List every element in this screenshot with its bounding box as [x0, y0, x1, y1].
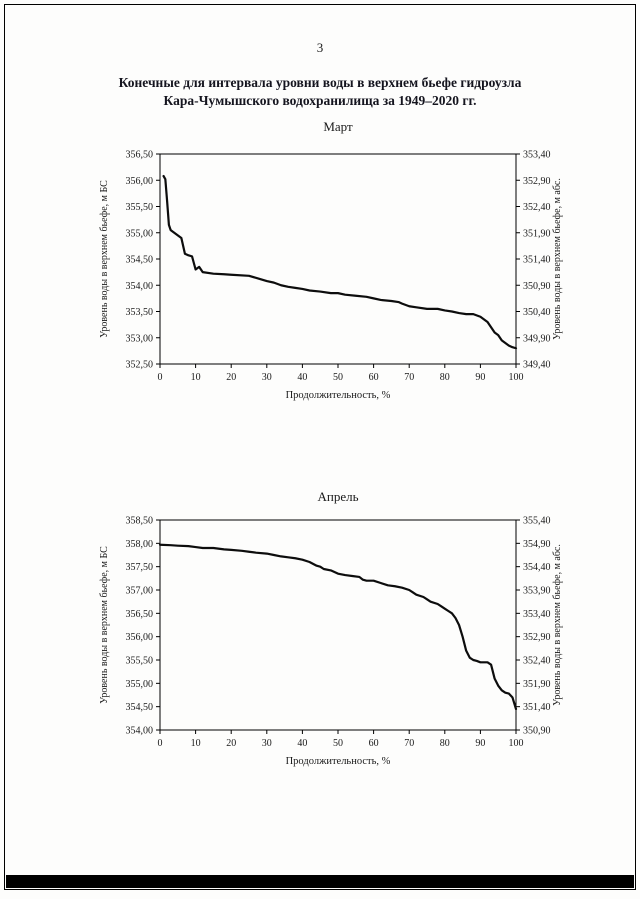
svg-text:30: 30: [262, 372, 272, 383]
svg-text:50: 50: [333, 372, 343, 383]
svg-text:354,50: 354,50: [126, 255, 154, 266]
svg-text:358,00: 358,00: [126, 539, 154, 550]
svg-text:357,00: 357,00: [126, 586, 154, 597]
svg-text:Продолжительность, %: Продолжительность, %: [286, 756, 391, 767]
svg-text:Продолжительность, %: Продолжительность, %: [286, 390, 391, 401]
svg-text:356,00: 356,00: [126, 632, 154, 643]
svg-text:70: 70: [404, 372, 414, 383]
svg-text:349,40: 349,40: [523, 360, 551, 371]
svg-text:354,90: 354,90: [523, 539, 551, 550]
svg-text:80: 80: [440, 738, 450, 749]
svg-text:357,50: 357,50: [126, 562, 154, 573]
svg-text:351,90: 351,90: [523, 679, 551, 690]
svg-text:80: 80: [440, 372, 450, 383]
svg-text:354,00: 354,00: [126, 726, 154, 737]
document-title-line-2: Кара-Чумышского водохранилища за 1949–20…: [163, 93, 477, 108]
svg-text:90: 90: [475, 738, 485, 749]
svg-text:0: 0: [158, 738, 163, 749]
document-title-line-1: Конечные для интервала уровни воды в вер…: [118, 75, 522, 90]
svg-text:355,00: 355,00: [126, 679, 154, 690]
svg-text:Уровень воды в верхнем бьефе,: Уровень воды в верхнем бьефе, м абс.: [552, 178, 563, 340]
svg-text:352,40: 352,40: [523, 656, 551, 667]
svg-text:30: 30: [262, 738, 272, 749]
svg-text:40: 40: [297, 738, 307, 749]
svg-text:355,50: 355,50: [126, 202, 154, 213]
svg-text:353,00: 353,00: [126, 333, 154, 344]
svg-text:10: 10: [191, 738, 201, 749]
svg-text:20: 20: [226, 738, 236, 749]
svg-text:353,50: 353,50: [126, 307, 154, 318]
svg-text:353,90: 353,90: [523, 586, 551, 597]
svg-text:351,90: 351,90: [523, 228, 551, 239]
svg-text:355,50: 355,50: [126, 656, 154, 667]
svg-text:0: 0: [158, 372, 163, 383]
svg-text:10: 10: [191, 372, 201, 383]
april-chart-title: Апрель: [317, 489, 359, 504]
svg-text:50: 50: [333, 738, 343, 749]
svg-text:356,00: 356,00: [126, 176, 154, 187]
march-duration-curve-chart: 356,50 356,00 355,50 355,00 354,50 354,00 353,…: [99, 150, 563, 402]
svg-text:100: 100: [509, 372, 524, 383]
svg-text:350,90: 350,90: [523, 281, 551, 292]
svg-text:350,90: 350,90: [523, 726, 551, 737]
svg-text:352,90: 352,90: [523, 632, 551, 643]
svg-text:351,40: 351,40: [523, 702, 551, 713]
svg-text:349,90: 349,90: [523, 333, 551, 344]
scan-artifact-bottom-bar: [6, 875, 634, 888]
svg-text:Уровень воды в верхнем бьефе,: Уровень воды в верхнем бьефе, м БС: [99, 180, 110, 338]
svg-text:358,50: 358,50: [126, 516, 154, 527]
svg-text:40: 40: [297, 372, 307, 383]
svg-text:355,00: 355,00: [126, 228, 154, 239]
svg-text:354,00: 354,00: [126, 281, 154, 292]
svg-text:Уровень воды в верхнем бьефе,: Уровень воды в верхнем бьефе, м абс.: [552, 544, 563, 706]
svg-text:352,50: 352,50: [126, 360, 154, 371]
svg-text:353,40: 353,40: [523, 609, 551, 620]
svg-text:354,40: 354,40: [523, 562, 551, 573]
svg-text:90: 90: [475, 372, 485, 383]
page-number: 3: [316, 40, 324, 55]
svg-text:350,40: 350,40: [523, 307, 551, 318]
svg-text:355,40: 355,40: [523, 516, 551, 527]
march-chart-title: Март: [323, 119, 353, 134]
svg-text:60: 60: [369, 372, 379, 383]
svg-text:Уровень воды в верхнем бьефе,: Уровень воды в верхнем бьефе, м БС: [99, 546, 110, 704]
svg-text:70: 70: [404, 738, 414, 749]
svg-text:352,90: 352,90: [523, 176, 551, 187]
svg-text:356,50: 356,50: [126, 150, 154, 161]
svg-text:100: 100: [509, 738, 524, 749]
svg-text:60: 60: [369, 738, 379, 749]
svg-text:352,40: 352,40: [523, 202, 551, 213]
document-title: Конечные для интервала уровни воды в вер…: [40, 74, 600, 110]
svg-text:354,50: 354,50: [126, 702, 154, 713]
svg-text:20: 20: [226, 372, 236, 383]
april-duration-curve-chart: 358,50 358,00 357,50 357,00 356,50 356,00 355,…: [99, 516, 563, 768]
svg-text:353,40: 353,40: [523, 150, 551, 161]
svg-text:351,40: 351,40: [523, 255, 551, 266]
svg-text:356,50: 356,50: [126, 609, 154, 620]
